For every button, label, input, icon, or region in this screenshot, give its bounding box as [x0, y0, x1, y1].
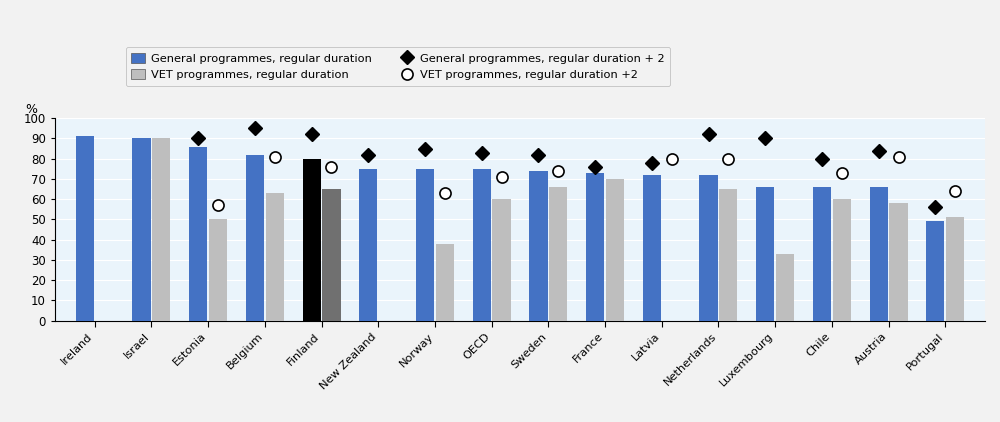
Bar: [189, 146, 207, 321]
Bar: [699, 175, 718, 321]
Bar: [870, 187, 888, 321]
Bar: [889, 203, 908, 321]
Bar: [303, 159, 321, 321]
Bar: [132, 138, 151, 321]
Bar: [209, 219, 227, 321]
Bar: [813, 187, 831, 321]
Bar: [833, 199, 851, 321]
Bar: [152, 138, 170, 321]
Y-axis label: %: %: [26, 103, 38, 116]
Bar: [719, 189, 737, 321]
Bar: [756, 187, 774, 321]
Bar: [946, 217, 964, 321]
Legend: General programmes, regular duration, VET programmes, regular duration, General : General programmes, regular duration, VE…: [126, 47, 670, 86]
Bar: [359, 169, 377, 321]
Bar: [76, 136, 94, 321]
Bar: [926, 222, 944, 321]
Bar: [246, 154, 264, 321]
Bar: [473, 169, 491, 321]
Bar: [549, 187, 567, 321]
Bar: [606, 179, 624, 321]
Bar: [643, 175, 661, 321]
Bar: [416, 169, 434, 321]
Bar: [266, 193, 284, 321]
Bar: [776, 254, 794, 321]
Bar: [586, 173, 604, 321]
Bar: [436, 244, 454, 321]
Bar: [529, 171, 548, 321]
Bar: [492, 199, 511, 321]
Bar: [322, 189, 341, 321]
